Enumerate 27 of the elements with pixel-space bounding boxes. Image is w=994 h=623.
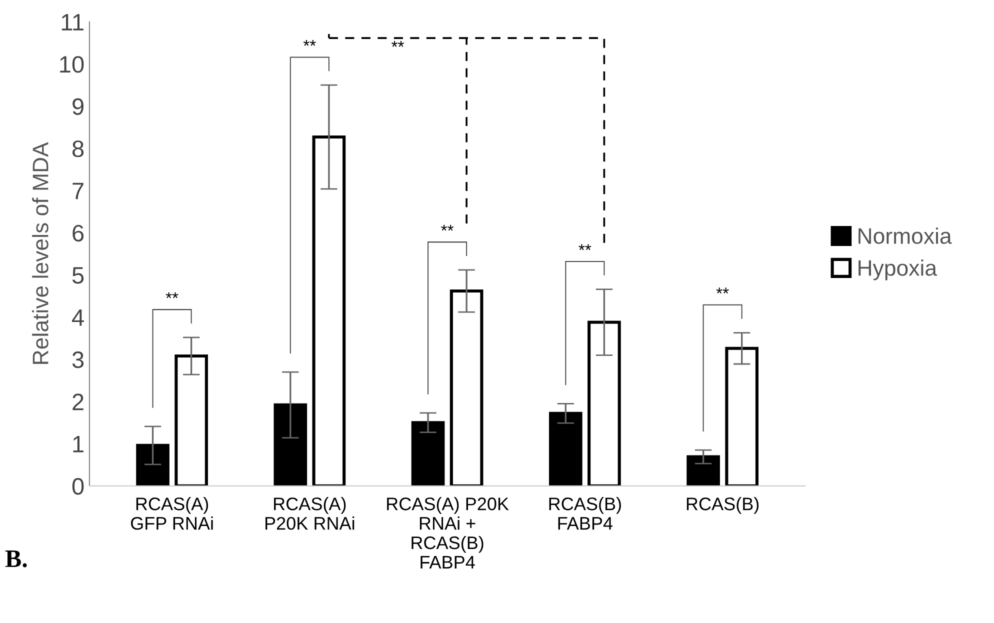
y-tick-label: 4 <box>72 309 84 326</box>
y-tick-label: 11 <box>62 14 84 30</box>
y-tick-label: 1 <box>73 436 84 452</box>
y-tick-label: 5 <box>72 267 84 284</box>
y-tick-label: 3 <box>72 351 84 368</box>
x-tick-label: RCAS(A) P20K RNAi + RCAS(B) FABP4 <box>387 497 509 568</box>
x-tick-label: RCAS(A) GFP RNAi <box>130 497 213 530</box>
legend-label: Normoxia <box>858 228 952 244</box>
y-tick-label: 9 <box>72 98 84 115</box>
y-tick-label: 7 <box>72 182 84 200</box>
legend-label: Hypoxia <box>858 260 938 280</box>
y-tick-label: 0 <box>72 478 84 495</box>
annotation: ** <box>716 288 729 294</box>
text: B. <box>5 550 27 568</box>
y-tick-label: 6 <box>72 224 84 242</box>
y-tick-label: 8 <box>72 140 84 158</box>
y-tick-label: 10 <box>60 56 84 73</box>
y-tick-label: 2 <box>72 394 84 410</box>
x-tick-label: RCAS(B) FABP4 <box>549 497 621 530</box>
annotation: ** <box>441 224 454 231</box>
x-tick-label: RCAS(B) <box>686 497 759 514</box>
annotation: ** <box>303 40 316 46</box>
y-axis-title: Relative levels of MDA <box>32 142 48 364</box>
x-tick-label: RCAS(A) P20K RNAi <box>265 497 354 530</box>
annotation: ** <box>392 40 404 47</box>
annotation: ** <box>578 244 592 250</box>
annotation: ** <box>166 292 178 298</box>
